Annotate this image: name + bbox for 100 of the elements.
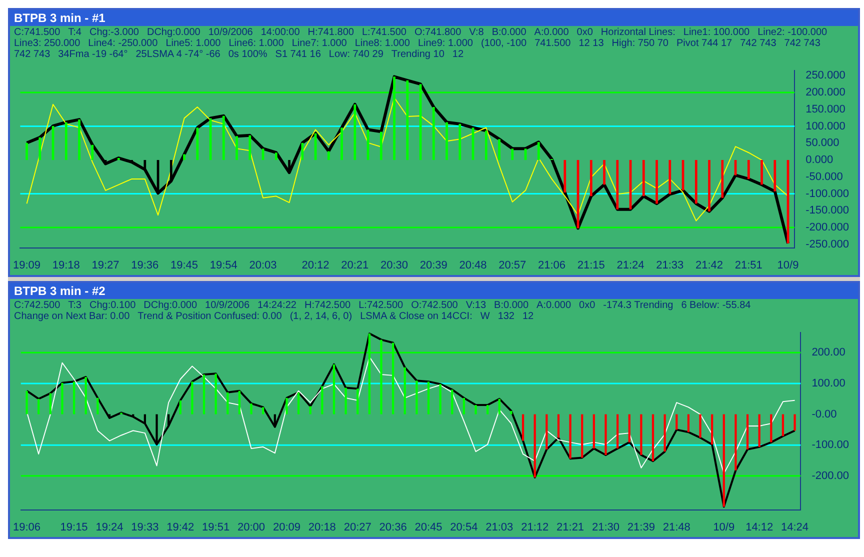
y-tick-label: -100.000 bbox=[806, 188, 850, 200]
chart-title: BTPB 3 min - #1 bbox=[10, 10, 858, 26]
x-tick-label: 10/9 bbox=[777, 259, 799, 272]
x-tick-label: 20:45 bbox=[414, 521, 442, 534]
text: Line6: 1.000 bbox=[228, 38, 284, 49]
x-tick-label: 19:06 bbox=[13, 521, 41, 534]
x-tick-label: 21:33 bbox=[656, 259, 684, 272]
text: O:742.500 bbox=[411, 300, 458, 311]
x-tick-label: 19:42 bbox=[166, 521, 194, 534]
text: Line5: 1.000 bbox=[166, 38, 221, 49]
text: 12 bbox=[452, 49, 464, 60]
text: (1, 2, 14, 6, 0) bbox=[290, 311, 352, 322]
y-tick-label: -100.00 bbox=[812, 439, 850, 452]
text: Line7: 1.000 bbox=[292, 38, 347, 49]
x-tick-label: 19:54 bbox=[210, 259, 238, 272]
text: C:741.500 bbox=[14, 27, 60, 38]
text: W bbox=[480, 311, 490, 322]
y-tick-label: 150.000 bbox=[806, 103, 846, 116]
x-tick-label: 14:12 bbox=[746, 521, 774, 534]
text: L:741.500 bbox=[362, 27, 406, 38]
text: 10/9/2006 bbox=[208, 27, 253, 38]
text: 0s 100% bbox=[228, 49, 268, 60]
text: DChg:0.000 bbox=[146, 27, 200, 38]
x-tick-label: 19:15 bbox=[60, 521, 88, 534]
text: Line2: -100.000 bbox=[758, 27, 828, 38]
text: DChg:0.000 bbox=[144, 300, 198, 311]
text: 14:00:00 bbox=[260, 27, 300, 38]
y-tick-label: -50.000 bbox=[806, 170, 843, 183]
x-tick-label: 21:15 bbox=[577, 259, 605, 272]
x-tick-label: 20:12 bbox=[302, 259, 330, 272]
text: 12 bbox=[522, 311, 534, 322]
text: B:0.000 bbox=[492, 27, 526, 38]
x-tick-label: 21:21 bbox=[556, 521, 584, 534]
x-tick-label: 14:24 bbox=[781, 521, 809, 534]
x-tick-label: 20:27 bbox=[344, 521, 372, 534]
x-tick-label: 19:45 bbox=[170, 259, 198, 272]
y-tick-label: 200.00 bbox=[812, 346, 846, 359]
x-tick-label: 20:03 bbox=[249, 259, 277, 272]
y-tick-label: 0.000 bbox=[806, 154, 834, 166]
x-tick-label: 20:57 bbox=[498, 259, 526, 272]
text: B:0.000 bbox=[494, 300, 529, 311]
x-tick-label: 20:54 bbox=[450, 521, 478, 534]
x-tick-label: 20:18 bbox=[308, 521, 336, 534]
x-tick-label: 20:48 bbox=[459, 259, 487, 272]
x-tick-label: 21:51 bbox=[734, 259, 762, 272]
text: T:4 bbox=[68, 27, 82, 38]
text: Line8: 1.000 bbox=[354, 38, 410, 49]
x-tick-label: 19:36 bbox=[131, 259, 159, 272]
x-tick-label: 20:21 bbox=[341, 259, 369, 272]
text: Pivot 744 17 bbox=[676, 38, 732, 49]
text: Trending 10 bbox=[391, 49, 444, 60]
text: -174.3 Trending bbox=[603, 300, 674, 311]
text: C:742.500 bbox=[14, 300, 60, 311]
text: A:0.000 bbox=[536, 300, 572, 311]
text: Chg:0.100 bbox=[90, 300, 136, 311]
text: Low: 740 29 bbox=[328, 49, 384, 60]
text: Horizontal Lines: bbox=[600, 27, 676, 38]
x-tick-label: 10/9 bbox=[713, 521, 735, 534]
x-tick-label: 20:09 bbox=[272, 521, 300, 534]
text: S1 741 16 bbox=[275, 49, 321, 60]
x-tick-label: 19:27 bbox=[92, 259, 120, 272]
text: 25LSMA 4 -74° -66 bbox=[136, 49, 220, 60]
text: V:13 bbox=[466, 300, 486, 311]
x-tick-label: 20:00 bbox=[238, 521, 266, 534]
x-tick-label: 19:24 bbox=[96, 521, 124, 534]
text: High: 750 70 bbox=[612, 38, 668, 49]
text: 0x0 bbox=[579, 300, 596, 311]
y-tick-label: 100.00 bbox=[812, 377, 846, 390]
y-tick-label: -250.000 bbox=[806, 238, 850, 250]
text: O:741.800 bbox=[414, 27, 462, 38]
text: 10/9/2006 bbox=[205, 300, 250, 311]
x-tick-label: 20:30 bbox=[380, 259, 408, 272]
y-tick-label: -150.000 bbox=[806, 204, 850, 217]
y-tick-label: -0.00 bbox=[812, 408, 837, 420]
y-tick-label: 200.000 bbox=[806, 86, 846, 99]
chart-title: BTPB 3 min - #2 bbox=[10, 283, 858, 299]
text: Change on Next Bar: 0.00 bbox=[14, 311, 130, 322]
text: Line9: 1.000 bbox=[418, 38, 473, 49]
x-tick-label: 21:42 bbox=[696, 259, 724, 272]
text: Chg:-3.000 bbox=[90, 27, 139, 38]
y-tick-label: 250.000 bbox=[806, 70, 846, 82]
x-tick-label: 20:39 bbox=[420, 259, 448, 272]
x-tick-label: 21:06 bbox=[538, 259, 566, 272]
x-tick-label: 19:33 bbox=[131, 521, 159, 534]
x-tick-label: 19:51 bbox=[202, 521, 230, 534]
text: LSMA & Close on 14CCI: bbox=[360, 311, 472, 322]
text: 741.500 bbox=[534, 38, 571, 49]
x-tick-label: 20:36 bbox=[379, 521, 407, 534]
text: Trend & Position Confused: 0.00 bbox=[138, 311, 282, 322]
x-tick-label: 19:18 bbox=[52, 259, 80, 272]
text: 0x0 bbox=[576, 27, 593, 38]
text: 14:24:22 bbox=[258, 300, 296, 311]
y-tick-label: -200.00 bbox=[812, 470, 850, 482]
text: (100, -100 bbox=[481, 38, 527, 49]
text: 742 743 bbox=[740, 38, 776, 49]
x-tick-label: 19:09 bbox=[13, 259, 41, 272]
text: 6 Below: -55.84 bbox=[681, 300, 751, 311]
text: 34Fma -19 -64° bbox=[58, 49, 128, 60]
x-tick-label: 21:24 bbox=[616, 259, 644, 272]
text: 742 743 bbox=[784, 38, 820, 49]
